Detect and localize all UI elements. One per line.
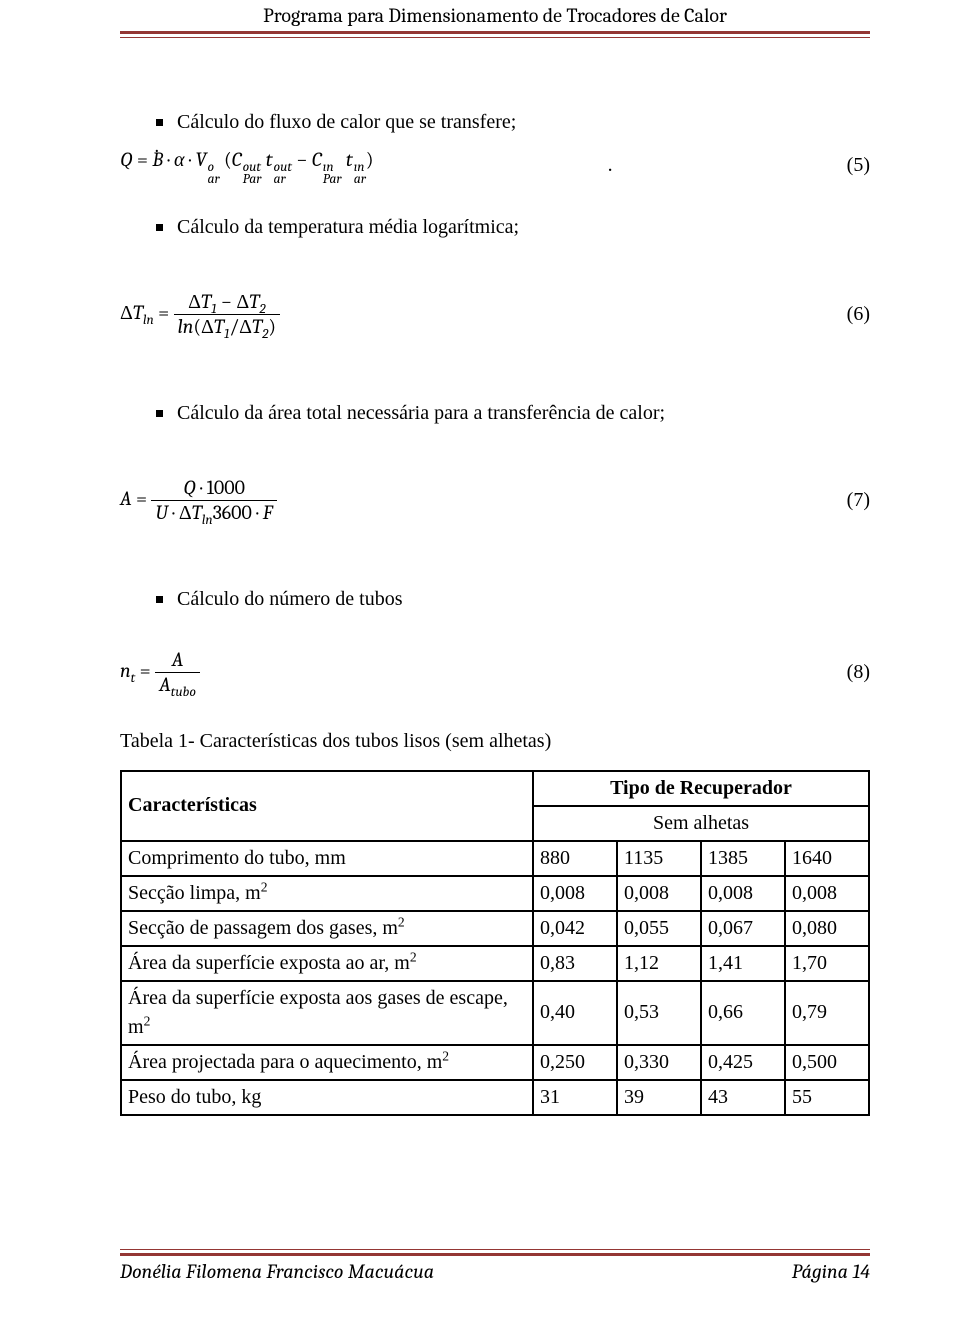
table-cell-value: 0,008 bbox=[617, 876, 701, 911]
page-body: Cálculo do fluxo de calor que se transfe… bbox=[120, 38, 870, 1116]
bullet-item: Cálculo da temperatura média logarítmica… bbox=[156, 213, 870, 242]
equation-number: (7) bbox=[847, 486, 870, 515]
table-row: Área da superfície exposta ao ar, m20,83… bbox=[121, 946, 869, 981]
superscript: 2 bbox=[442, 1048, 449, 1063]
table-cell-label: Área da superfície exposta aos gases de … bbox=[121, 981, 533, 1045]
equation-row: Q = B · α · Voar (CoutPar toutar − CınPa… bbox=[120, 145, 870, 187]
table-header-row: Características Tipo de Recuperador bbox=[121, 771, 869, 806]
bullet-icon bbox=[156, 224, 163, 231]
table-cell-value: 880 bbox=[533, 841, 617, 876]
table-cell-value: 43 bbox=[701, 1080, 785, 1115]
table-cell-value: 0,008 bbox=[785, 876, 869, 911]
bullet-text: Cálculo da área total necessária para a … bbox=[177, 399, 665, 428]
stray-dot: . bbox=[608, 151, 613, 180]
superscript: 2 bbox=[410, 949, 417, 964]
table-cell-value: 0,40 bbox=[533, 981, 617, 1045]
bullet-item: Cálculo da área total necessária para a … bbox=[156, 399, 870, 428]
bullet-icon bbox=[156, 596, 163, 603]
table-cell-value: 1385 bbox=[701, 841, 785, 876]
page-footer: Donélia Filomena Francisco Macuácua Pági… bbox=[120, 1249, 870, 1283]
table-cell-value: 0,79 bbox=[785, 981, 869, 1045]
table-cell-value: 0,250 bbox=[533, 1045, 617, 1080]
bullet-item: Cálculo do fluxo de calor que se transfe… bbox=[156, 108, 870, 137]
table-cell-value: 0,53 bbox=[617, 981, 701, 1045]
table-cell-label: Área projectada para o aquecimento, m2 bbox=[121, 1045, 533, 1080]
table-cell-value: 0,500 bbox=[785, 1045, 869, 1080]
table-row: Área da superfície exposta aos gases de … bbox=[121, 981, 869, 1045]
table-cell-value: 1640 bbox=[785, 841, 869, 876]
bullet-text: Cálculo do número de tubos bbox=[177, 585, 403, 614]
table-cell-label: Peso do tubo, kg bbox=[121, 1080, 533, 1115]
table-cell-value: 1,12 bbox=[617, 946, 701, 981]
table-caption: Tabela 1- Características dos tubos liso… bbox=[120, 727, 870, 756]
superscript: 2 bbox=[261, 879, 268, 894]
page-header: Programa para Dimensionamento de Trocado… bbox=[120, 0, 870, 38]
table-cell-value: 0,330 bbox=[617, 1045, 701, 1080]
table-cell-label: Área da superfície exposta ao ar, m2 bbox=[121, 946, 533, 981]
table-cell-label: Secção de passagem dos gases, m2 bbox=[121, 911, 533, 946]
header-double-rule bbox=[120, 31, 870, 38]
table-row: Comprimento do tubo, mm880113513851640 bbox=[121, 841, 869, 876]
equation-row: A = Q · 1000 U · ΔTln3600 · F (7) bbox=[120, 476, 870, 525]
table-header: Características bbox=[121, 771, 533, 841]
table-cell-value: 0,042 bbox=[533, 911, 617, 946]
table-cell-value: 1,70 bbox=[785, 946, 869, 981]
table-cell-value: 0,008 bbox=[701, 876, 785, 911]
equation-row: nt = A Atubo (8) bbox=[120, 648, 870, 697]
table-cell-value: 1135 bbox=[617, 841, 701, 876]
table-subheader: Sem alhetas bbox=[533, 806, 869, 841]
table-cell-value: 0,008 bbox=[533, 876, 617, 911]
table-cell-value: 0,83 bbox=[533, 946, 617, 981]
table-row: Secção de passagem dos gases, m20,0420,0… bbox=[121, 911, 869, 946]
header-title: Programa para Dimensionamento de Trocado… bbox=[263, 4, 727, 27]
footer-page-label: Página 14 bbox=[792, 1260, 870, 1283]
table-cell-value: 31 bbox=[533, 1080, 617, 1115]
equation-formula: A = Q · 1000 U · ΔTln3600 · F bbox=[120, 476, 277, 525]
superscript: 2 bbox=[144, 1013, 151, 1028]
bullet-text: Cálculo do fluxo de calor que se transfe… bbox=[177, 108, 516, 137]
table-cell-value: 0,080 bbox=[785, 911, 869, 946]
table-row: Área projectada para o aquecimento, m20,… bbox=[121, 1045, 869, 1080]
bullet-icon bbox=[156, 410, 163, 417]
table-cell-label: Comprimento do tubo, mm bbox=[121, 841, 533, 876]
footer-double-rule bbox=[120, 1249, 870, 1256]
equation-number: (5) bbox=[847, 151, 870, 180]
table-cell-value: 55 bbox=[785, 1080, 869, 1115]
table-cell-value: 0,66 bbox=[701, 981, 785, 1045]
bullet-icon bbox=[156, 119, 163, 126]
equation-formula: nt = A Atubo bbox=[120, 648, 200, 697]
table-cell-label: Secção limpa, m2 bbox=[121, 876, 533, 911]
table-cell-value: 0,055 bbox=[617, 911, 701, 946]
equation-row: ΔTln = ΔT1 − ΔT2 ln(ΔT1/ΔT2) (6) bbox=[120, 290, 870, 339]
table-cell-value: 1,41 bbox=[701, 946, 785, 981]
equation-number: (6) bbox=[847, 300, 870, 329]
table-cell-value: 39 bbox=[617, 1080, 701, 1115]
footer-author: Donélia Filomena Francisco Macuácua bbox=[120, 1260, 434, 1283]
equation-formula: Q = B · α · Voar (CoutPar toutar − CınPa… bbox=[120, 145, 373, 187]
bullet-item: Cálculo do número de tubos bbox=[156, 585, 870, 614]
table-row: Secção limpa, m20,0080,0080,0080,008 bbox=[121, 876, 869, 911]
table-cell-value: 0,425 bbox=[701, 1045, 785, 1080]
table-header: Tipo de Recuperador bbox=[533, 771, 869, 806]
bullet-text: Cálculo da temperatura média logarítmica… bbox=[177, 213, 519, 242]
table-row: Peso do tubo, kg31394355 bbox=[121, 1080, 869, 1115]
table-cell-value: 0,067 bbox=[701, 911, 785, 946]
characteristics-table: Características Tipo de Recuperador Sem … bbox=[120, 770, 870, 1116]
superscript: 2 bbox=[398, 914, 405, 929]
equation-number: (8) bbox=[847, 658, 870, 687]
equation-formula: ΔTln = ΔT1 − ΔT2 ln(ΔT1/ΔT2) bbox=[120, 290, 280, 339]
